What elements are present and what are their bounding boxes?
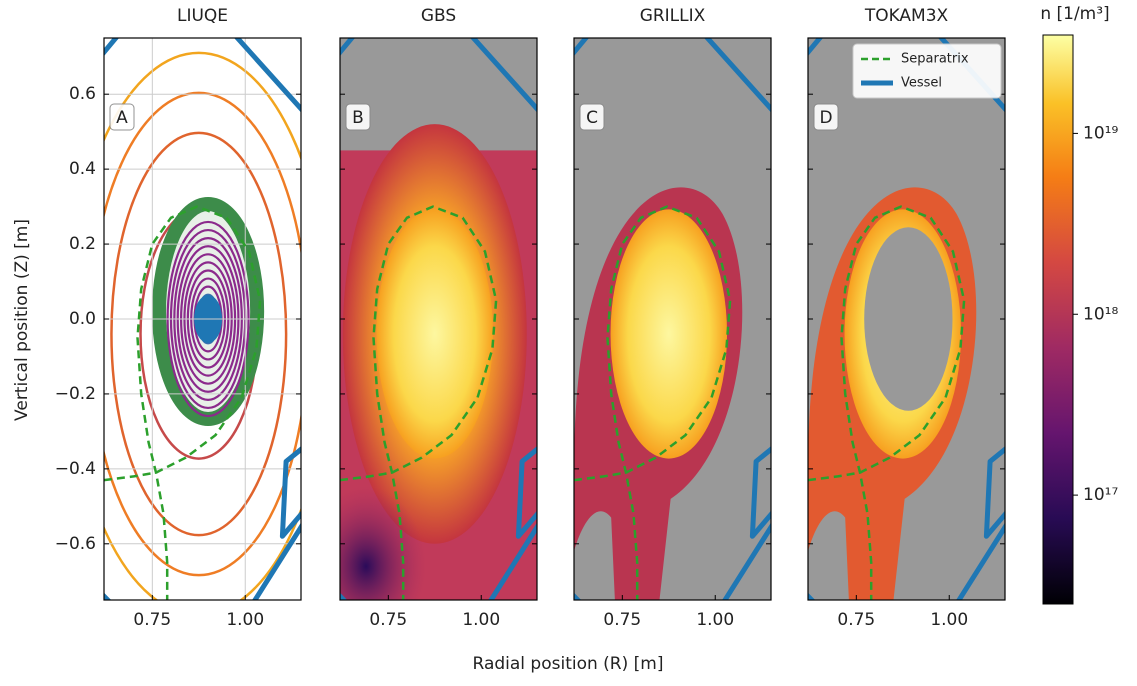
x-tick-label: 0.75 [837,610,875,630]
legend-label: Separatrix [901,52,969,67]
colorbar-tick-label: 10¹⁸ [1083,304,1118,324]
colorbar-label: n [1/m³] [1040,4,1109,24]
panel-title: LIUQE [177,6,228,26]
x-tick-label: 1.00 [462,610,500,630]
x-tick-label: 0.75 [603,610,641,630]
panel-title: GBS [421,6,456,26]
colorbar-tick-label: 10¹⁷ [1083,485,1118,505]
panel: GRILLIX C 0.75 1.00 [573,6,772,630]
vessel [574,38,771,600]
y-tick-label: −0.6 [55,534,96,554]
x-tick-label: 0.75 [369,610,407,630]
colorbar-tick-label: 10¹⁹ [1083,123,1118,143]
contour [104,91,301,577]
y-axis-label: Vertical position (Z) [m] [12,219,32,421]
x-axis-label: Radial position (R) [m] [473,654,664,674]
separatrix [574,205,732,600]
panel-title: GRILLIX [640,6,706,26]
contour [110,131,288,537]
panel-title: TOKAM3X [864,6,949,26]
panel-body [808,38,1005,600]
panel-label: A [116,108,128,128]
y-tick-label: 0.0 [69,309,96,329]
separatrix [104,205,262,600]
panel-body [104,38,301,600]
y-tick-label: 0.2 [69,234,96,254]
legend-label: Vessel [901,76,942,91]
core [610,209,728,459]
separatrix [808,205,966,600]
panel-label-box [813,103,839,131]
vessel [104,38,301,600]
x-tick-label: 1.00 [696,610,734,630]
hole [864,227,953,411]
contour [104,51,301,600]
x-tick-label: 1.00 [930,610,968,630]
vessel [340,38,537,600]
dark [340,486,427,600]
panel-label: B [352,108,364,128]
panel: TOKAM3X D 0.75 1.00 Separatrix Vessel [807,6,1006,630]
x-tick-label: 1.00 [226,610,264,630]
y-tick-label: −0.4 [55,459,96,479]
colorbar [1042,34,1074,605]
panel-label-box [109,103,135,131]
panel-label: D [819,108,832,128]
y-tick-label: 0.4 [69,159,96,179]
panel: LIUQE A 0.6 0.4 0.2 0.0 −0.2 −0.4 −0.6 0.75 1.00 [55,6,302,630]
panel-label-box [345,103,371,131]
core [376,209,494,459]
panel-body [340,38,537,600]
x-tick-label: 0.75 [133,610,171,630]
panel-label-box [579,103,605,131]
y-tick-label: 0.6 [69,84,96,104]
panel-label: C [586,108,598,128]
panel: GBS B 0.75 1.00 [339,6,538,630]
y-tick-label: −0.2 [55,384,96,404]
panel-body [574,38,771,600]
separatrix [340,205,498,600]
